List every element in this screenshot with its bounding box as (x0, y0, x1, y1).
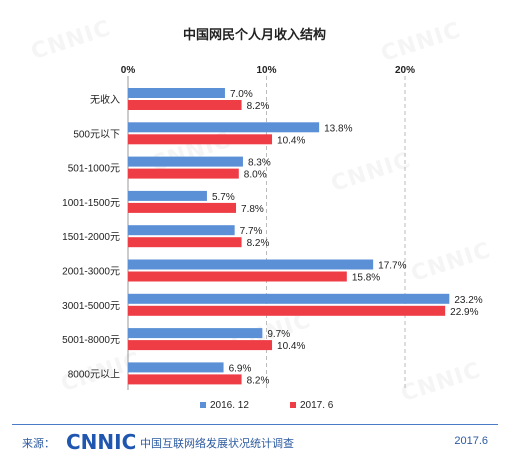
category-label: 3001-5000元 (62, 301, 120, 312)
legend-label: 2017. 6 (300, 400, 334, 411)
bar (128, 134, 273, 145)
chart-title: 中国网民个人月收入结构 (182, 27, 326, 42)
footer: 来源： CNNIC 中国互联网络发展状况统计调查 2017.6 (22, 430, 492, 454)
cnnic-logo: CNNIC (66, 430, 137, 454)
bar (128, 328, 263, 339)
category-label: 5001-8000元 (62, 335, 120, 346)
legend-label: 2016. 12 (210, 400, 249, 411)
category-label: 500元以下 (73, 129, 120, 140)
bar (128, 168, 239, 179)
category-label: 501-1000元 (68, 164, 120, 175)
data-label: 5.7% (212, 192, 235, 203)
data-label: 8.0% (244, 170, 267, 181)
data-label: 9.7% (267, 329, 290, 340)
data-label: 13.8% (324, 123, 352, 134)
data-label: 8.3% (248, 158, 271, 169)
x-tick-label: 20% (395, 65, 415, 76)
data-label: 6.9% (229, 363, 252, 374)
data-label: 10.4% (277, 135, 305, 146)
data-label: 7.0% (230, 89, 253, 100)
bar (128, 100, 242, 110)
x-tick-label: 0% (121, 65, 136, 76)
bar (128, 340, 273, 351)
bar (128, 122, 320, 133)
report-date: 2017.6 (454, 435, 488, 447)
category-label: 2001-3000元 (62, 267, 120, 278)
category-label: 1001-1500元 (62, 198, 120, 209)
bar (128, 362, 224, 373)
survey-name: 中国互联网络发展状况统计调查 (140, 438, 294, 450)
data-label: 10.4% (277, 341, 305, 352)
legend-swatch (290, 402, 296, 408)
bar (128, 374, 242, 385)
bar (128, 202, 237, 213)
bar (128, 305, 446, 316)
bar (128, 88, 225, 98)
source-label: 来源： (22, 438, 55, 450)
data-label: 22.9% (450, 307, 478, 318)
data-label: 8.2% (247, 375, 270, 386)
x-tick-label: 10% (256, 65, 276, 76)
bar (128, 293, 450, 304)
data-label: 17.7% (378, 261, 406, 272)
footer-divider (12, 424, 498, 425)
bar (128, 259, 374, 270)
bar (128, 271, 347, 282)
category-label: 1501-2000元 (62, 232, 120, 243)
legend-swatch (200, 402, 206, 408)
category-label: 8000元以上 (68, 368, 120, 380)
bar (128, 237, 242, 248)
data-label: 7.8% (241, 204, 264, 215)
category-label: 无收入 (90, 93, 120, 106)
data-label: 7.7% (240, 226, 263, 237)
data-label: 15.8% (352, 273, 380, 284)
bar (128, 156, 243, 167)
data-label: 8.2% (247, 101, 270, 112)
bar (128, 190, 207, 201)
data-label: 8.2% (247, 238, 270, 249)
data-label: 23.2% (454, 295, 482, 306)
bar (128, 225, 235, 236)
